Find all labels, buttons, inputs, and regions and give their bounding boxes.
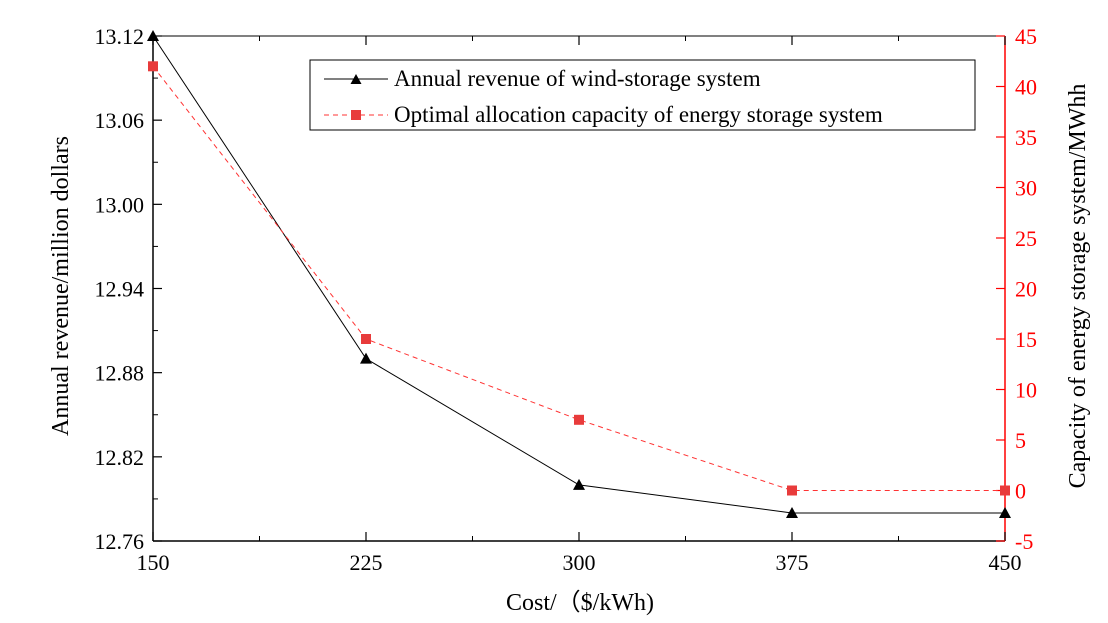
x-axis: 150 225 300 375 450: [137, 36, 1022, 575]
capacity-data-point: [361, 334, 371, 344]
x-tick-label: 150: [137, 550, 170, 575]
y-left-tick-label: 12.82: [95, 445, 145, 470]
y-right-tick-label: 25: [1015, 226, 1037, 251]
legend: Annual revenue of wind-storage system Op…: [309, 59, 976, 131]
x-axis-title: Cost/（$/kWh): [506, 590, 654, 616]
y-axis-right: -5 0 5 10 15 20 25 30 35 40 45: [996, 24, 1037, 554]
capacity-data-point: [1000, 485, 1010, 496]
y-right-tick-label: 20: [1015, 277, 1037, 302]
revenue-data-point: [360, 352, 372, 364]
y-right-tick-label: 15: [1015, 327, 1037, 352]
x-tick-label: 375: [776, 550, 809, 575]
legend-label-revenue: Annual revenue of wind-storage system: [394, 66, 761, 91]
revenue-data-point: [786, 506, 798, 518]
y-right-tick-label: -5: [1015, 529, 1033, 554]
x-tick-label: 450: [989, 550, 1022, 575]
y-right-tick-label: 0: [1015, 479, 1026, 504]
x-tick-label: 300: [563, 550, 596, 575]
y-right-tick-label: 45: [1015, 24, 1037, 49]
y-right-tick-label: 35: [1015, 125, 1037, 150]
revenue-data-point: [147, 30, 159, 41]
y-left-tick-label: 12.76: [95, 529, 145, 554]
y-right-tick-label: 40: [1015, 75, 1037, 100]
y-axis-left-title: Annual revenue/million dollars: [48, 136, 74, 436]
capacity-data-point: [574, 414, 584, 425]
legend-marker-capacity: [351, 110, 361, 120]
y-axis-right-title: Capacity of energy storage system/MWhh: [1065, 84, 1091, 489]
y-axis-left: 12.76 12.82 12.88 12.94 13.00 13.06 13.12: [95, 24, 162, 554]
revenue-data-point: [999, 506, 1011, 518]
y-right-tick-label: 30: [1015, 176, 1037, 201]
revenue-data-point: [573, 478, 585, 490]
x-tick-label: 225: [350, 550, 383, 575]
y-left-tick-label: 13.06: [95, 108, 145, 133]
y-left-tick-label: 12.88: [95, 361, 145, 386]
legend-box: [309, 59, 976, 131]
y-left-tick-label: 13.00: [95, 192, 145, 217]
legend-marker-revenue: [350, 74, 362, 84]
capacity-data-point: [787, 485, 797, 496]
y-right-tick-label: 5: [1015, 428, 1026, 453]
capacity-data-point: [148, 61, 158, 72]
y-left-tick-label: 13.12: [95, 24, 145, 49]
series-layer: [147, 30, 1011, 518]
y-right-tick-label: 10: [1015, 378, 1037, 403]
legend-label-capacity: Optimal allocation capacity of energy st…: [394, 102, 883, 127]
y-left-tick-label: 12.94: [95, 277, 145, 302]
